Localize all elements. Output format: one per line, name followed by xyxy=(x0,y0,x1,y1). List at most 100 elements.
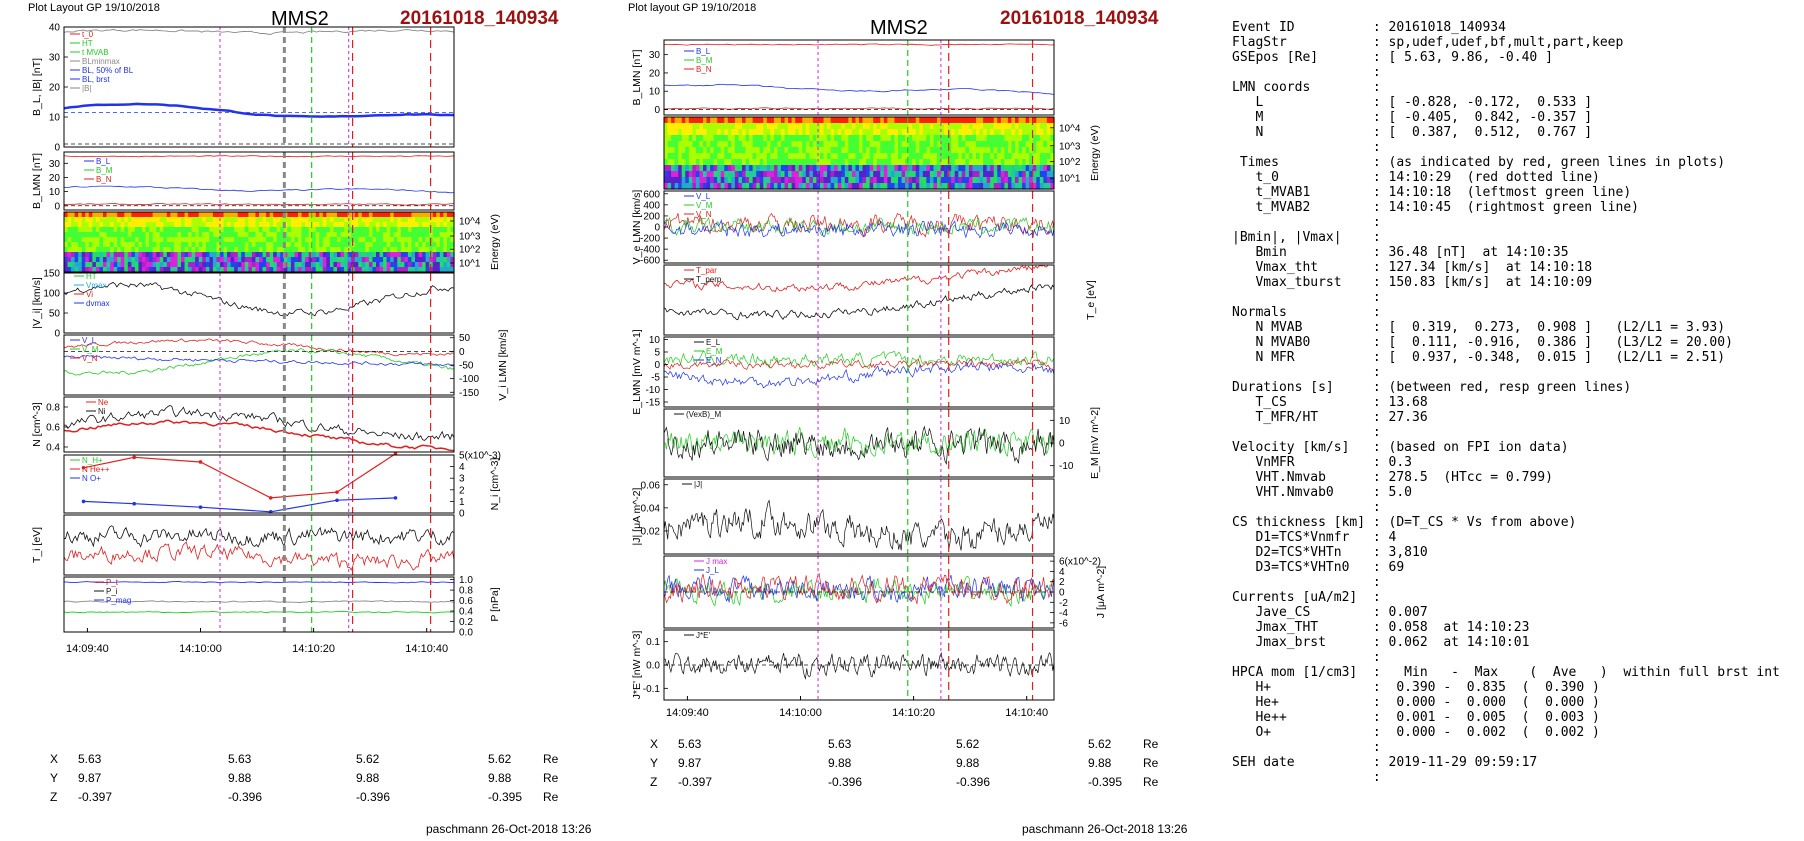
heatmap-cell xyxy=(198,262,203,268)
y-tick-label: 0.02 xyxy=(641,526,661,537)
heatmap-cell xyxy=(1043,141,1048,148)
heatmap-cell xyxy=(188,262,193,268)
heatmap-cell xyxy=(848,135,853,142)
heatmap-cell xyxy=(326,257,331,263)
heatmap-cell xyxy=(745,135,750,142)
heatmap-cell xyxy=(446,257,452,263)
heatmap-cell xyxy=(731,159,736,166)
heatmap-cell xyxy=(429,212,434,218)
heatmap-cell xyxy=(159,222,164,228)
heatmap-cell xyxy=(422,242,427,248)
y-tick-label: 0 xyxy=(1059,588,1065,599)
heatmap-cell xyxy=(749,171,754,178)
heatmap-cell xyxy=(866,129,871,136)
heatmap-cell xyxy=(752,171,757,178)
heatmap-cell xyxy=(802,117,807,124)
heatmap-cell xyxy=(816,141,821,148)
heatmap-cell xyxy=(181,222,186,228)
heatmap-cell xyxy=(809,129,814,136)
y-tick-label: 0 xyxy=(459,509,465,520)
y-axis-label: P [nPa] xyxy=(489,587,501,621)
heatmap-cell xyxy=(177,237,182,243)
heatmap-cell xyxy=(422,267,427,273)
heatmap-cell xyxy=(983,147,988,154)
heatmap-cell xyxy=(848,147,853,154)
heatmap-cell xyxy=(859,153,864,160)
heatmap-cell xyxy=(695,123,701,130)
y-tick-label: -6 xyxy=(1059,618,1068,629)
heatmap-cell xyxy=(674,183,679,190)
heatmap-cell xyxy=(862,117,867,124)
heatmap-cell xyxy=(919,171,924,178)
heatmap-cell xyxy=(407,222,413,228)
heatmap-cell xyxy=(411,252,416,258)
heatmap-cell xyxy=(734,153,740,160)
heatmap-cell xyxy=(365,212,370,218)
heatmap-cell xyxy=(376,217,381,223)
heatmap-cell xyxy=(230,257,235,263)
heatmap-cell xyxy=(685,147,690,154)
heatmap-cell xyxy=(177,222,182,228)
heatmap-cell xyxy=(212,242,218,248)
heatmap-cell xyxy=(177,227,182,233)
heatmap-cell xyxy=(347,247,352,253)
heatmap-cell xyxy=(898,183,903,190)
heatmap-cell xyxy=(844,147,849,154)
heatmap-cell xyxy=(78,262,83,268)
heatmap-cell xyxy=(337,222,342,228)
heatmap-cell xyxy=(85,257,90,263)
heatmap-cell xyxy=(968,183,974,190)
heatmap-cell xyxy=(933,153,938,160)
heatmap-cell xyxy=(763,171,768,178)
heatmap-cell xyxy=(443,247,448,253)
heatmap-cell xyxy=(269,262,274,268)
heatmap-cell xyxy=(851,177,857,184)
heatmap-cell xyxy=(667,129,672,136)
heatmap-cell xyxy=(113,227,118,233)
heatmap-cell xyxy=(954,135,959,142)
heatmap-cell xyxy=(138,212,143,218)
y-tick-label: 10^4 xyxy=(459,217,481,228)
heatmap-cell xyxy=(915,123,920,130)
heatmap-cell xyxy=(223,247,228,253)
y-tick-label: 40 xyxy=(49,23,61,34)
heatmap-cell xyxy=(784,123,789,130)
heatmap-cell xyxy=(883,147,888,154)
heatmap-cell xyxy=(308,227,313,233)
heatmap-cell xyxy=(142,262,147,268)
heatmap-cell xyxy=(276,227,281,233)
heatmap-cell xyxy=(106,237,111,243)
heatmap-cell xyxy=(230,242,235,248)
heatmap-cell xyxy=(340,212,345,218)
heatmap-cell xyxy=(81,242,86,248)
heatmap-cell xyxy=(251,227,257,233)
heatmap-cell xyxy=(958,165,963,172)
heatmap-cell xyxy=(184,227,189,233)
x-tick-label: 14:10:40 xyxy=(1005,707,1048,719)
heatmap-cell xyxy=(1046,129,1052,136)
heatmap-cell xyxy=(368,267,374,273)
heatmap-cell xyxy=(929,165,935,172)
heatmap-cell xyxy=(883,129,888,136)
heatmap-cell xyxy=(1032,123,1037,130)
heatmap-cell xyxy=(742,183,747,190)
heatmap-cell xyxy=(266,267,271,273)
coord-value: 9.87 xyxy=(78,771,102,785)
heatmap-cell xyxy=(1029,171,1034,178)
heatmap-cell xyxy=(929,117,935,124)
heatmap-cell xyxy=(876,135,881,142)
heatmap-cell xyxy=(681,123,686,130)
heatmap-cell xyxy=(337,217,342,223)
heatmap-cell xyxy=(450,222,455,228)
heatmap-cell xyxy=(976,135,981,142)
heatmap-cell xyxy=(1000,165,1005,172)
heatmap-cell xyxy=(212,232,218,238)
heatmap-cell xyxy=(138,252,143,258)
heatmap-cell xyxy=(358,227,363,233)
heatmap-cell xyxy=(138,247,143,253)
heatmap-cell xyxy=(368,257,374,263)
heatmap-cell xyxy=(922,117,927,124)
heatmap-cell xyxy=(283,212,288,218)
heatmap-cell xyxy=(688,123,693,130)
heatmap-cell xyxy=(880,183,885,190)
